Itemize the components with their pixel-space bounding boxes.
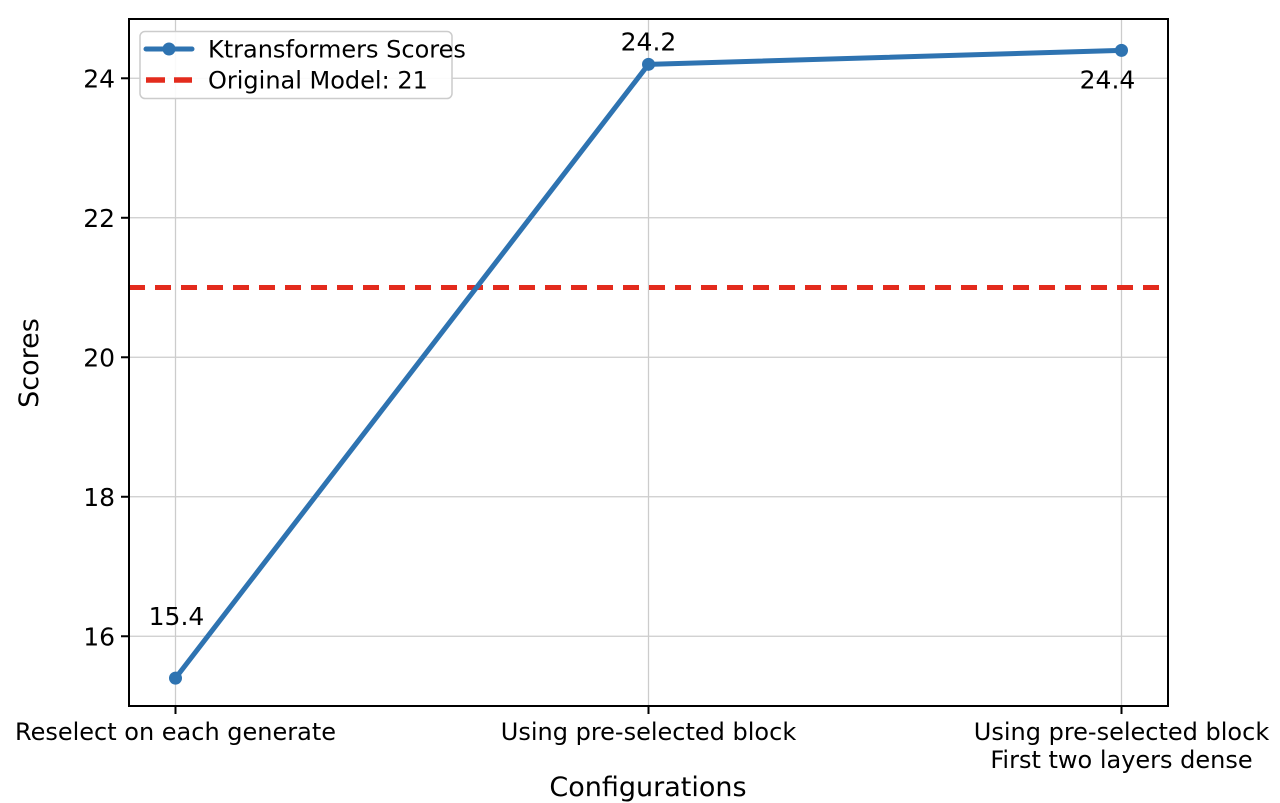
point-value-label: 24.4: [1080, 65, 1136, 94]
data-point-marker: [642, 57, 655, 71]
data-point-marker: [1115, 43, 1128, 57]
gridlines: [129, 19, 1168, 706]
x-axis-label: Configurations: [549, 772, 746, 803]
x-tick-label: Using pre-selected block First two layers…: [974, 718, 1270, 774]
legend-series-marker-icon: [162, 42, 176, 56]
y-tick-label: 18: [83, 483, 115, 512]
y-tick-label: 16: [83, 622, 115, 651]
y-tick-label: 22: [83, 204, 115, 233]
point-value-label: 15.4: [149, 602, 205, 631]
point-labels-layer: 15.4 24.2 24.4: [149, 27, 1136, 631]
series-line-layer: [169, 43, 1128, 685]
plot-border: [128, 18, 1169, 707]
legend-box: [139, 30, 453, 100]
y-axis-label: Scores: [14, 318, 45, 408]
legend-entry-reference: Original Model: 21: [208, 67, 428, 95]
x-tick-label: Reselect on each generate: [15, 718, 336, 746]
y-tick-label: 24: [83, 64, 115, 93]
y-tick-label: 20: [83, 343, 115, 372]
data-point-marker: [169, 671, 182, 685]
axis-ticks-layer: [121, 77, 1123, 714]
tick-labels-layer: 16 18 20 22 24 Reselect on each generate Using…: [15, 64, 1269, 774]
legend-entry-series: Ktransformers Scores: [208, 36, 466, 64]
legend: Ktransformers Scores Original Model: 21: [139, 30, 466, 100]
point-value-label: 24.2: [621, 27, 677, 56]
x-tick-label: Using pre-selected block: [501, 718, 797, 746]
